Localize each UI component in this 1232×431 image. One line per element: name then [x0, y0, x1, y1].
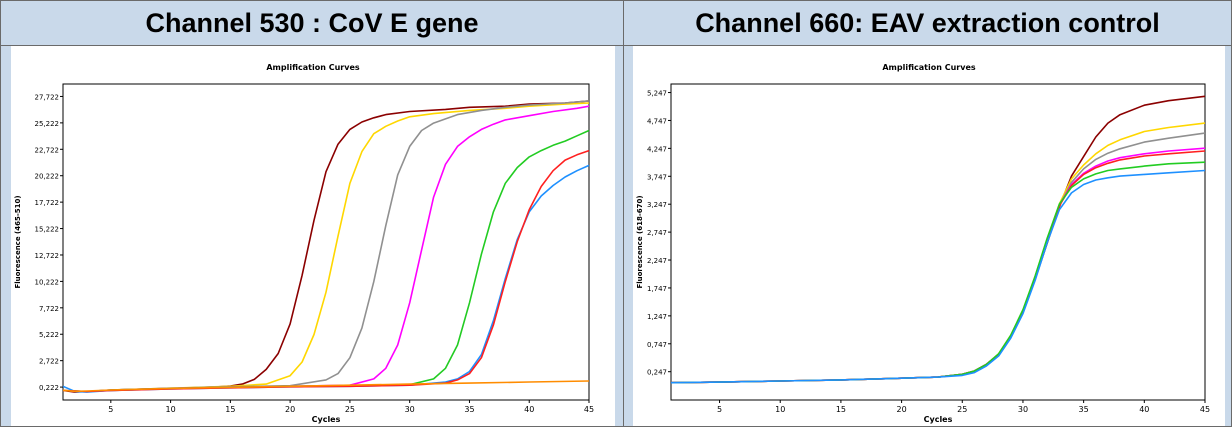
y-tick-label: 10,222 [35, 278, 60, 286]
right-panel-header: Channel 660: EAV extraction control [624, 1, 1231, 46]
x-tick-label: 30 [405, 405, 415, 414]
y-tick-label: 2,747 [647, 229, 667, 237]
x-tick-label: 35 [464, 405, 474, 414]
x-tick-label: 30 [1018, 405, 1028, 414]
series-line-7 [670, 169, 1206, 384]
y-tick-label: 4,747 [647, 117, 667, 125]
right-chart-title: Amplification Curves [882, 63, 976, 72]
y-tick-label: 2,722 [39, 358, 59, 366]
y-tick-label: 0,247 [647, 369, 667, 377]
x-axis-label: Cycles [924, 415, 953, 424]
y-tick-label: 5,247 [647, 90, 667, 98]
x-tick-label: 10 [165, 405, 175, 414]
y-tick-label: 15,222 [35, 226, 60, 234]
panel-divider [623, 1, 624, 426]
x-tick-label: 35 [1079, 405, 1089, 414]
y-tick-label: 1,747 [647, 285, 667, 293]
y-tick-label: 5,222 [39, 331, 59, 339]
y-tick-label: 2,247 [647, 257, 667, 265]
y-tick-label: 0,222 [39, 384, 59, 392]
y-tick-label: 7,722 [39, 305, 59, 313]
y-tick-label: 17,722 [35, 199, 60, 207]
x-tick-label: 15 [225, 405, 235, 414]
y-tick-label: 22,722 [35, 146, 60, 154]
y-tick-label: 4,247 [647, 145, 667, 153]
left-amplification-chart: 5 10 15 20 25 30 35 40 45 0,222 2,722 5,222 7,722 10,… [14, 83, 594, 424]
x-tick-label: 10 [775, 405, 785, 414]
x-tick-label: 15 [836, 405, 846, 414]
y-tick-label: 0,747 [647, 341, 667, 349]
x-tick-label: 45 [1200, 405, 1210, 414]
y-tick-label: 25,222 [35, 120, 60, 128]
plot-area [670, 83, 1206, 401]
left-chart-title: Amplification Curves [266, 63, 360, 72]
x-tick-label: 5 [717, 405, 722, 414]
y-tick-label: 12,722 [35, 252, 60, 260]
x-tick-label: 40 [524, 405, 534, 414]
x-axis-label: Cycles [312, 415, 341, 424]
x-tick-label: 5 [108, 405, 113, 414]
x-tick-label: 40 [1139, 405, 1149, 414]
right-chart-panel: Amplification Curves 5 10 15 20 25 30 35 40 45 0,… [633, 46, 1225, 426]
right-amplification-chart: 5 10 15 20 25 30 35 40 45 0,247 0,747 1,247 1,747 2,2… [636, 83, 1210, 424]
x-tick-label: 20 [285, 405, 295, 414]
x-tick-label: 25 [957, 405, 967, 414]
y-tick-label: 27,722 [35, 93, 60, 101]
x-tick-label: 20 [896, 405, 906, 414]
left-panel-header: Channel 530 : CoV E gene [1, 1, 624, 46]
x-tick-label: 25 [345, 405, 355, 414]
x-tick-label: 45 [584, 405, 594, 414]
y-tick-label: 20,222 [35, 173, 60, 181]
y-axis-label: Fluorescence (618-670) [636, 195, 644, 288]
y-tick-label: 3,747 [647, 173, 667, 181]
y-axis-label: Fluorescence (465-510) [14, 195, 22, 288]
y-tick-label: 3,247 [647, 201, 667, 209]
series-line-8 [62, 380, 590, 393]
left-chart-panel: Amplification Curves 5 10 15 20 25 30 35 40 45 0,… [11, 46, 615, 426]
plot-area [62, 83, 590, 401]
y-tick-label: 1,247 [647, 313, 667, 321]
